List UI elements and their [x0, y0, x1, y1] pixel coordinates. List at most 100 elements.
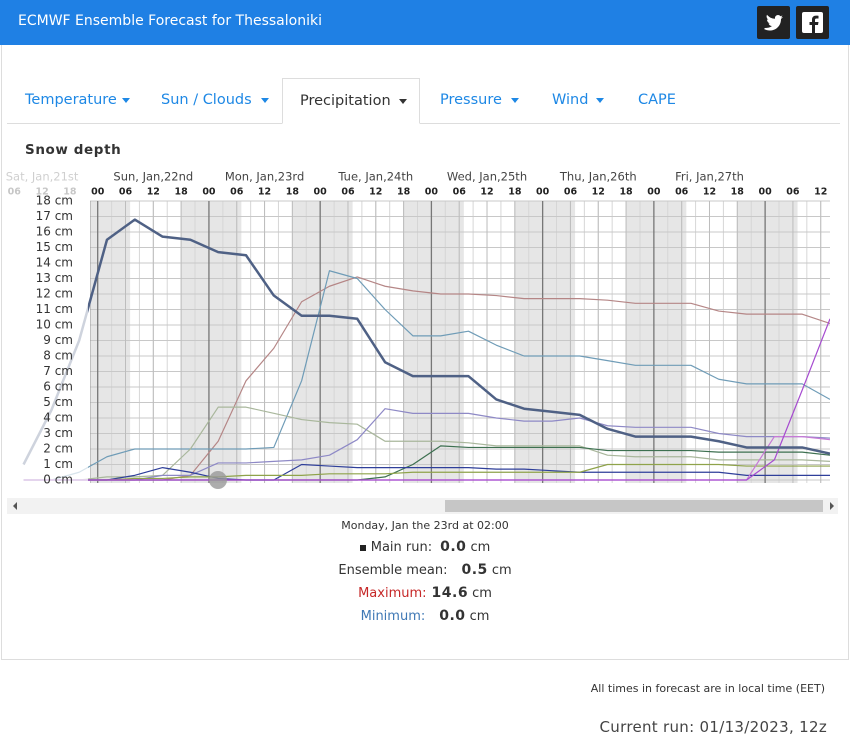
plot-background: [90, 200, 830, 483]
scroll-right[interactable]: [830, 502, 834, 510]
x-tick-label: 00: [202, 187, 216, 198]
x-tick-label: 12: [703, 187, 716, 198]
caret: [510, 97, 519, 103]
y-tick-label: 16 cm: [36, 225, 73, 239]
row-label: Ensemble mean:: [338, 563, 448, 578]
header-title: ECMWF Ensemble Forecast for Thessaloniki: [18, 13, 322, 29]
chart-title: Snow depth: [25, 142, 121, 158]
hover-marker: [209, 471, 227, 489]
twitter-icon: [764, 14, 783, 31]
row-unit: cm: [469, 609, 490, 624]
day-label: Wed, Jan,25th: [447, 170, 527, 184]
x-tick-label: 12: [35, 187, 48, 198]
x-tick-label: 18: [508, 187, 522, 198]
tab[interactable]: Temperature: [25, 78, 130, 123]
y-tick-label: 6 cm: [43, 380, 73, 394]
bullet: [359, 544, 366, 551]
tab-label: Pressure: [440, 92, 502, 108]
row-label: Maximum:: [358, 586, 427, 601]
x-tick-label: 12: [592, 187, 605, 198]
y-tick-label: 17 cm: [36, 209, 73, 223]
series-line: [23, 270, 830, 481]
y-tick-label: 7 cm: [43, 364, 73, 378]
x-tick-label: 00: [91, 187, 105, 198]
tooltip-row: Minimum: 0.0 cm: [250, 605, 600, 628]
x-tick-label: 12: [814, 187, 827, 198]
night-band: [737, 201, 798, 483]
tooltip-row: Ensemble mean: 0.5 cm: [250, 559, 600, 582]
x-tick-label: 12: [369, 187, 382, 198]
x-tick-label: 12: [147, 187, 160, 198]
series-group: [22, 218, 830, 481]
y-tick-label: 11 cm: [36, 302, 73, 316]
tooltip-row: Main run: 0.0 cm: [250, 536, 600, 559]
caret: [260, 97, 269, 103]
x-tick-label: 06: [453, 187, 467, 198]
x-tick-label: 00: [425, 187, 439, 198]
x-tick-label: 12: [258, 187, 271, 198]
card: [1, 45, 849, 660]
day-label: Mon, Jan,23rd: [225, 170, 304, 184]
x-tick-label: 00: [314, 187, 328, 198]
series-line: [22, 218, 830, 466]
row-value: 0.5: [461, 562, 488, 578]
row-unit: cm: [472, 586, 492, 601]
header-bar: ECMWF Ensemble Forecast for Thessaloniki: [0, 0, 850, 45]
x-tick-label: 06: [230, 187, 244, 198]
y-tick-label: 1 cm: [43, 457, 73, 471]
facebook-button[interactable]: [796, 6, 829, 39]
tab-label: Precipitation: [300, 93, 391, 109]
scrollbar-thumb[interactable]: [445, 500, 823, 512]
facebook-icon: [802, 12, 823, 33]
tab[interactable]: CAPE: [638, 78, 676, 123]
series-line: [23, 463, 830, 481]
day-label: Thu, Jan,26th: [559, 170, 637, 184]
x-tick-label: 18: [286, 187, 300, 198]
day-label: Fri, Jan,27th: [675, 170, 744, 184]
tooltip-time: Monday, Jan the 23rd at 02:00: [341, 519, 509, 532]
tab-divider: [7, 123, 840, 124]
tab[interactable]: Sun / Clouds: [161, 78, 269, 123]
caret: [121, 97, 130, 103]
fade-overlay: [5, 196, 88, 486]
y-tick-label: 8 cm: [43, 349, 73, 363]
y-tick-label: 18 cm: [36, 194, 73, 208]
x-tick-label: 18: [397, 187, 411, 198]
x-tick-label: 00: [758, 187, 772, 198]
scroll-left[interactable]: [13, 502, 17, 510]
tab-label: Sun / Clouds: [161, 92, 252, 108]
y-tick-label: 14 cm: [36, 256, 73, 270]
y-tick-label: 10 cm: [36, 318, 73, 332]
x-tick-label: 18: [619, 187, 633, 198]
y-tick-label: 5 cm: [43, 395, 73, 409]
tab-active[interactable]: Precipitation: [282, 78, 420, 124]
tooltip: Monday, Jan the 23rd at 02:00 Main run: 0…: [250, 516, 600, 628]
x-tick-label: 18: [731, 187, 745, 198]
night-band: [181, 201, 242, 483]
x-tick-label: 18: [63, 187, 77, 198]
y-tick-label: 13 cm: [36, 271, 73, 285]
timezone-note: All times in forecast are in local time …: [590, 682, 825, 695]
tab[interactable]: Wind: [552, 78, 605, 123]
tab-label: Temperature: [25, 92, 117, 108]
day-label: Sun, Jan,22nd: [113, 170, 193, 184]
x-tick-label: 00: [536, 187, 550, 198]
twitter-button[interactable]: [757, 6, 790, 39]
y-tick-label: 12 cm: [36, 287, 73, 301]
tab-label: Wind: [552, 92, 589, 108]
y-tick-label: 9 cm: [43, 333, 73, 347]
tab[interactable]: Pressure: [440, 78, 519, 123]
x-tick-label: 12: [480, 187, 493, 198]
tab-label: CAPE: [638, 92, 676, 108]
x-tick-label: 06: [675, 187, 689, 198]
row-value: 0.0: [439, 608, 466, 624]
night-band: [626, 201, 687, 483]
row-label: Minimum:: [360, 609, 426, 624]
axis-labels: 0 cm 1 cm2 cm 3 cm4 cm 5 cm6 cm 7 cm8 cm 9 cm…: [6, 170, 828, 487]
x-tick-label: 18: [175, 187, 189, 198]
row-label: Main run:: [370, 540, 433, 555]
y-tick-label: 4 cm: [43, 411, 73, 425]
